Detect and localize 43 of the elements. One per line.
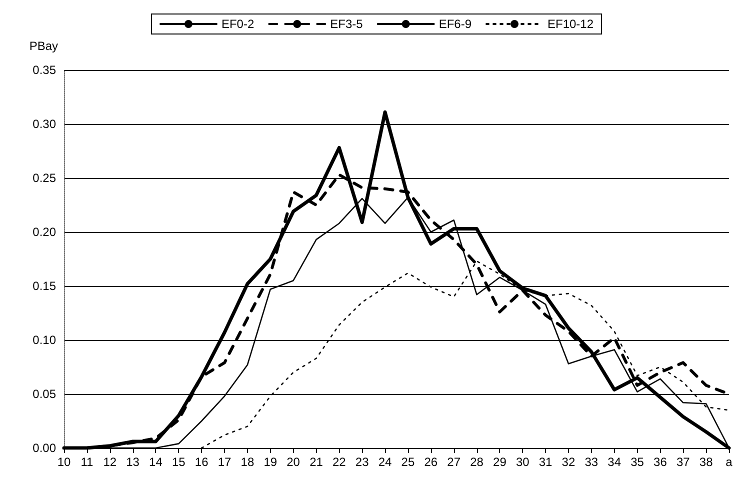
y-axis-title: PBay xyxy=(29,39,58,53)
x-tick-label: 23 xyxy=(355,455,370,469)
x-tick-label: 30 xyxy=(516,455,530,469)
y-tick-label: 0.15 xyxy=(32,279,56,293)
legend-label: EF0-2 xyxy=(221,17,254,31)
y-tick-label: 0.10 xyxy=(32,333,56,347)
x-tick-label: 12 xyxy=(103,455,117,469)
y-tick-label: 0.35 xyxy=(32,63,56,77)
x-tick-label: 25 xyxy=(401,455,415,469)
y-tick-label: 0.20 xyxy=(32,225,56,239)
y-tick-label: 0.00 xyxy=(32,441,56,455)
x-tick-label: 24 xyxy=(378,455,392,469)
x-tick-label: 15 xyxy=(172,455,186,469)
x-tick-label: 10 xyxy=(57,455,71,469)
x-tick-label: 11 xyxy=(80,455,94,469)
x-tick-label: 33 xyxy=(584,455,598,469)
x-tick-label: 37 xyxy=(676,455,690,469)
legend-label: EF10-12 xyxy=(548,17,594,31)
x-tick-label: 16 xyxy=(194,455,209,469)
x-tick-label: 17 xyxy=(218,455,232,469)
x-tick-label: 29 xyxy=(493,455,507,469)
x-tick-label: 35 xyxy=(630,455,644,469)
legend-label: EF3-5 xyxy=(330,17,364,31)
x-tick-label: 38 xyxy=(699,455,714,469)
x-tick-label: a xyxy=(726,455,733,469)
x-tick-label: 26 xyxy=(424,455,438,469)
x-tick-label: 36 xyxy=(654,455,668,469)
x-tick-label: 27 xyxy=(447,455,461,469)
x-tick-label: 13 xyxy=(126,455,140,469)
x-tick-label: 21 xyxy=(310,455,324,469)
y-tick-label: 0.05 xyxy=(32,387,56,401)
x-tick-label: 22 xyxy=(332,455,346,469)
y-tick-label: 0.25 xyxy=(32,171,56,185)
x-tick-label: 31 xyxy=(538,455,553,469)
x-tick-label: 19 xyxy=(264,455,278,469)
x-tick-label: 34 xyxy=(608,455,622,469)
x-tick-label: 18 xyxy=(240,455,254,469)
x-tick-label: 14 xyxy=(149,455,163,469)
y-tick-label: 0.30 xyxy=(32,117,56,131)
legend-label: EF6-9 xyxy=(438,17,472,31)
x-tick-label: 20 xyxy=(286,455,300,469)
x-tick-label: 32 xyxy=(562,455,576,469)
x-tick-label: 28 xyxy=(470,455,484,469)
